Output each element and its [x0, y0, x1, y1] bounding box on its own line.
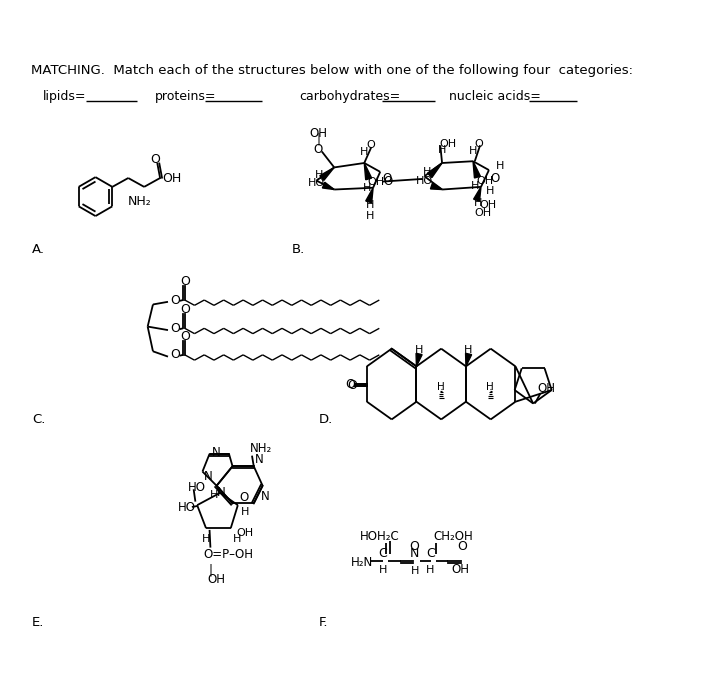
Text: F.: F. [319, 616, 328, 629]
Polygon shape [474, 187, 481, 201]
Text: O: O [366, 140, 375, 150]
Text: NH₂: NH₂ [128, 196, 152, 209]
Polygon shape [428, 163, 442, 177]
Polygon shape [320, 167, 334, 180]
Text: H: H [360, 148, 368, 157]
Text: H: H [426, 565, 435, 575]
Text: O: O [181, 330, 190, 343]
Text: OH: OH [309, 127, 327, 140]
Text: H: H [241, 507, 250, 517]
Text: O: O [475, 139, 484, 148]
Text: N: N [217, 486, 225, 499]
Text: OH: OH [537, 382, 556, 395]
Text: H₂N: H₂N [351, 556, 373, 569]
Text: OH: OH [440, 139, 457, 148]
Text: H: H [496, 160, 504, 171]
Text: H: H [464, 345, 472, 355]
Text: HO: HO [308, 178, 325, 188]
Polygon shape [416, 353, 422, 366]
Text: O: O [491, 171, 500, 185]
Text: H: H [472, 181, 479, 191]
Text: OH: OH [479, 200, 496, 210]
Text: nucleic acids=: nucleic acids= [449, 90, 541, 103]
Text: H: H [486, 382, 494, 392]
Text: N: N [212, 445, 221, 458]
Text: H: H [437, 382, 445, 392]
Text: O: O [382, 171, 392, 185]
Text: H: H [378, 565, 387, 575]
Text: |: | [316, 133, 320, 146]
Text: N: N [261, 490, 270, 503]
Text: O: O [170, 349, 180, 362]
Text: CH₂OH: CH₂OH [433, 529, 473, 542]
Text: O: O [345, 378, 355, 391]
Text: O: O [181, 275, 190, 288]
Text: OH: OH [236, 529, 253, 538]
Text: H: H [474, 198, 482, 208]
Text: H: H [423, 167, 431, 177]
Text: O: O [314, 144, 323, 156]
Text: OH: OH [368, 177, 385, 188]
Text: HO: HO [416, 175, 433, 185]
Text: C: C [379, 547, 387, 561]
Text: OH: OH [476, 175, 493, 185]
Text: H: H [315, 171, 323, 180]
Text: HOH₂C: HOH₂C [360, 529, 399, 542]
Text: NH₂: NH₂ [250, 442, 273, 455]
Polygon shape [322, 182, 334, 190]
Text: OH: OH [452, 563, 470, 576]
Text: H: H [486, 186, 493, 196]
Text: O: O [170, 322, 180, 335]
Polygon shape [365, 163, 372, 179]
Text: H: H [202, 533, 210, 544]
Text: lipids=: lipids= [42, 90, 86, 103]
Text: H: H [232, 533, 241, 544]
Text: N: N [255, 453, 263, 466]
Text: H: H [366, 200, 375, 211]
Text: C.: C. [32, 413, 45, 426]
Polygon shape [430, 183, 442, 190]
Text: H: H [438, 145, 446, 155]
Text: carbohydrates=: carbohydrates= [299, 90, 400, 103]
Text: O: O [181, 303, 190, 316]
Text: H: H [362, 183, 371, 193]
Text: O: O [239, 491, 249, 504]
Text: H: H [210, 489, 218, 500]
Text: OH: OH [474, 209, 491, 219]
Text: O: O [409, 540, 419, 553]
Text: O: O [384, 175, 393, 188]
Text: O: O [348, 379, 358, 392]
Polygon shape [466, 353, 472, 366]
Text: H: H [415, 345, 423, 355]
Text: H: H [411, 567, 419, 577]
Text: N: N [204, 471, 213, 483]
Text: MATCHING.  Match each of the structures below with one of the following four  ca: MATCHING. Match each of the structures b… [31, 64, 633, 77]
Polygon shape [366, 188, 373, 203]
Text: B.: B. [292, 243, 305, 256]
Text: C: C [426, 547, 435, 561]
Text: H: H [469, 146, 477, 156]
Text: |: | [209, 563, 212, 576]
Text: proteins=: proteins= [155, 90, 216, 103]
Text: D.: D. [319, 413, 333, 426]
Text: O: O [457, 540, 467, 553]
Polygon shape [473, 161, 481, 178]
Text: O: O [170, 294, 180, 307]
Text: HO: HO [178, 501, 195, 515]
Text: E.: E. [32, 616, 44, 629]
Text: O=P–OH: O=P–OH [203, 548, 253, 561]
Text: OH: OH [207, 573, 225, 586]
Text: O: O [150, 153, 160, 166]
Text: OH: OH [163, 173, 182, 185]
Text: HO: HO [188, 481, 206, 494]
Text: N: N [410, 547, 419, 561]
Text: A.: A. [32, 243, 45, 256]
Text: H: H [366, 211, 375, 221]
